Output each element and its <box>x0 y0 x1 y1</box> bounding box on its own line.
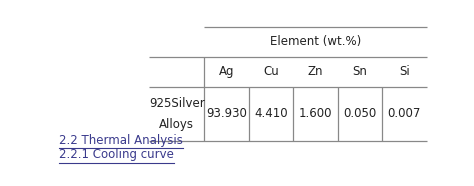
Text: 93.930: 93.930 <box>206 108 247 121</box>
Text: 925Silver: 925Silver <box>149 97 205 110</box>
Text: 2.2.1 Cooling curve: 2.2.1 Cooling curve <box>59 148 174 161</box>
Text: 1.600: 1.600 <box>299 108 332 121</box>
Text: Si: Si <box>399 65 410 78</box>
Text: Alloys: Alloys <box>159 118 194 131</box>
Text: Ag: Ag <box>219 65 234 78</box>
Text: Element (wt.%): Element (wt.%) <box>270 35 361 48</box>
Text: 2.2 Thermal Analysis: 2.2 Thermal Analysis <box>59 134 183 147</box>
Bar <box>149 27 427 141</box>
Text: Cu: Cu <box>263 65 279 78</box>
Text: 0.050: 0.050 <box>343 108 376 121</box>
Text: 4.410: 4.410 <box>254 108 288 121</box>
Text: Zn: Zn <box>308 65 323 78</box>
Text: Sn: Sn <box>353 65 367 78</box>
Text: 0.007: 0.007 <box>388 108 421 121</box>
